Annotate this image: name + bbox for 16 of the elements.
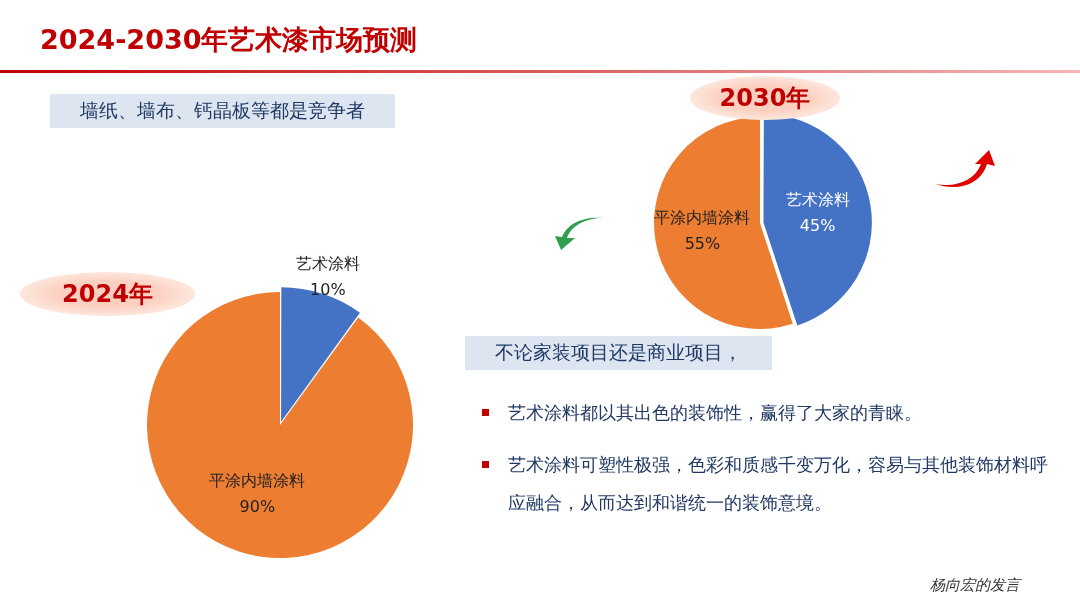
slice-label: 艺术涂料 bbox=[295, 253, 360, 273]
slice-label: 艺术涂料 bbox=[785, 190, 850, 210]
text: 不论家装项目还是商业项目， bbox=[495, 341, 742, 363]
data-label: 45% bbox=[799, 216, 836, 236]
text: 艺术涂料可塑性极强，色彩和质感千变万化，容易与其他装饰材料呼应融合，从而达到和谐统一的装饰意境。 bbox=[508, 454, 1048, 513]
data-label: 10% bbox=[310, 279, 346, 299]
text: 杨向宏的发言 bbox=[930, 576, 1020, 594]
data-label: 90% bbox=[239, 496, 276, 516]
text: 艺术涂料都以其出色的装饰性，赢得了大家的青睐。 bbox=[508, 402, 922, 423]
slice-label: 平涂内墙涂料 bbox=[209, 470, 306, 490]
text: 墙纸、墙布、钙晶板等都是竞争者 bbox=[80, 99, 365, 121]
chart-title: 2030年 bbox=[690, 76, 840, 120]
slice-label: 平涂内墙涂料 bbox=[654, 208, 751, 228]
text: 2024年 bbox=[20, 272, 195, 316]
data-label: 55% bbox=[684, 234, 721, 254]
text: 2024-2030年艺术漆市场预测 bbox=[40, 23, 418, 57]
